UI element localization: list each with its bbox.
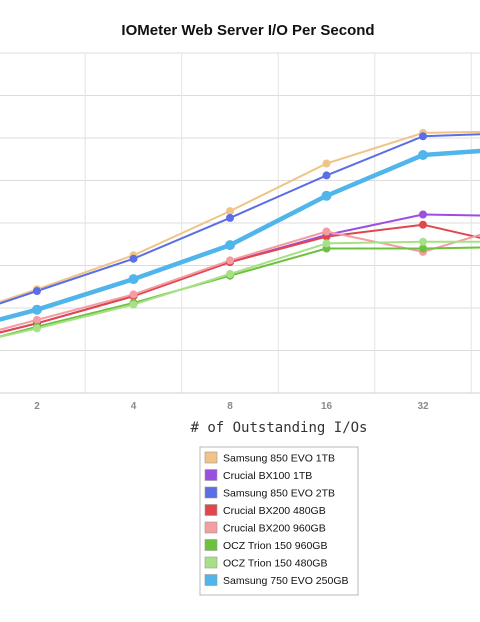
data-point bbox=[419, 132, 427, 141]
data-point bbox=[322, 227, 331, 236]
data-point bbox=[321, 190, 332, 201]
legend-swatch bbox=[204, 469, 218, 481]
legend-swatch bbox=[204, 486, 218, 499]
legend-box bbox=[199, 446, 359, 596]
data-point bbox=[129, 300, 138, 309]
data-point bbox=[322, 171, 331, 180]
data-point bbox=[226, 213, 234, 222]
data-point bbox=[322, 159, 331, 168]
data-point bbox=[33, 315, 41, 324]
x-tick-label: 16 bbox=[321, 401, 333, 412]
data-point bbox=[129, 290, 138, 299]
x-tick-label: 4 bbox=[131, 401, 137, 412]
x-axis-ticks: 2 4 8 16 32 bbox=[34, 401, 429, 412]
data-point bbox=[418, 150, 428, 160]
x-tick-label: 32 bbox=[417, 401, 429, 412]
legend-swatch bbox=[204, 451, 218, 464]
legend-label: OCZ Trion 150 960GB bbox=[223, 540, 327, 552]
legend-label: Samsung 850 EVO 1TB bbox=[223, 453, 335, 465]
series-line bbox=[0, 223, 480, 334]
legend-swatch bbox=[204, 521, 218, 534]
x-axis-label: # of Outstanding I/Os bbox=[190, 420, 367, 436]
data-point bbox=[226, 207, 234, 216]
legend-label: Samsung 850 EVO 2TB bbox=[223, 488, 335, 500]
series-lines bbox=[0, 130, 480, 338]
legend: Samsung 850 EVO 1TB Crucial BX100 1TB Sams… bbox=[204, 451, 349, 587]
grid bbox=[0, 52, 480, 394]
data-point bbox=[226, 256, 234, 265]
legend-swatch bbox=[204, 539, 218, 551]
chart-title: IOMeter Web Server I/O Per Second bbox=[121, 22, 374, 39]
data-point bbox=[419, 237, 427, 246]
legend-label: Crucial BX200 960GB bbox=[223, 523, 326, 535]
data-point bbox=[129, 254, 138, 263]
legend-label: Crucial BX200 480GB bbox=[223, 505, 326, 517]
series-points bbox=[32, 128, 428, 333]
x-tick-label: 8 bbox=[227, 401, 233, 412]
legend-swatch bbox=[204, 574, 218, 586]
data-point bbox=[225, 240, 235, 251]
data-point bbox=[322, 239, 331, 248]
data-point bbox=[419, 220, 427, 229]
legend-swatch bbox=[204, 504, 218, 516]
legend-swatch bbox=[204, 556, 218, 569]
data-point bbox=[419, 244, 427, 253]
data-point bbox=[32, 304, 42, 315]
data-point bbox=[419, 210, 427, 219]
data-point bbox=[33, 287, 41, 295]
series-line bbox=[0, 213, 480, 334]
legend-label: OCZ Trion 150 480GB bbox=[223, 558, 327, 570]
legend-label: Crucial BX100 1TB bbox=[223, 470, 312, 482]
x-tick-label: 2 bbox=[34, 401, 40, 412]
legend-label: Samsung 750 EVO 250GB bbox=[223, 575, 349, 587]
data-point bbox=[128, 274, 139, 285]
data-point bbox=[33, 324, 41, 333]
data-point bbox=[226, 270, 234, 278]
